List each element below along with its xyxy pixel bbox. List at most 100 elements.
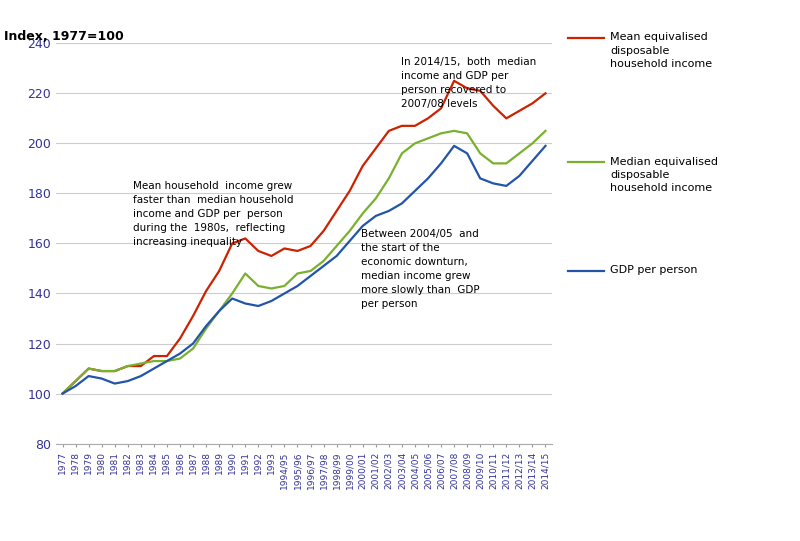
Mean equivalised
disposable
household income [97, 368, 106, 374]
GDP per person [306, 273, 315, 279]
GDP per person [450, 143, 459, 149]
Mean equivalised
disposable
household income [371, 145, 381, 151]
Mean equivalised
disposable
household income [384, 128, 394, 134]
GDP per person [266, 298, 276, 304]
Mean equivalised
disposable
household income [293, 248, 302, 254]
GDP per person [410, 188, 420, 194]
Mean equivalised
disposable
household income [123, 363, 133, 370]
Mean equivalised
disposable
household income [423, 115, 433, 122]
Median equivalised
disposable
household income [332, 243, 342, 249]
Text: Index, 1977=100: Index, 1977=100 [4, 30, 124, 43]
Median equivalised
disposable
household income [436, 130, 446, 136]
Median equivalised
disposable
household income [149, 358, 158, 364]
Mean equivalised
disposable
household income [227, 240, 237, 247]
GDP per person [162, 358, 172, 364]
GDP per person [110, 380, 119, 387]
Mean equivalised
disposable
household income [214, 268, 224, 274]
Median equivalised
disposable
household income [462, 130, 472, 136]
Mean equivalised
disposable
household income [58, 391, 67, 397]
GDP per person [397, 200, 406, 207]
GDP per person [436, 160, 446, 167]
Median equivalised
disposable
household income [175, 355, 185, 362]
GDP per person [332, 253, 342, 259]
Median equivalised
disposable
household income [397, 150, 406, 157]
Median equivalised
disposable
household income [423, 135, 433, 142]
Median equivalised
disposable
household income [384, 175, 394, 182]
Mean equivalised
disposable
household income [280, 245, 290, 252]
Median equivalised
disposable
household income [110, 368, 119, 374]
Mean equivalised
disposable
household income [358, 163, 367, 169]
Median equivalised
disposable
household income [293, 270, 302, 277]
Median equivalised
disposable
household income [123, 363, 133, 370]
Median equivalised
disposable
household income [358, 210, 367, 216]
Median equivalised
disposable
household income [214, 308, 224, 314]
Mean equivalised
disposable
household income [84, 365, 94, 372]
Median equivalised
disposable
household income [97, 368, 106, 374]
Median equivalised
disposable
household income [70, 378, 80, 384]
Mean equivalised
disposable
household income [266, 253, 276, 259]
GDP per person [149, 365, 158, 372]
Median equivalised
disposable
household income [410, 140, 420, 147]
Line: Mean equivalised
disposable
household income: Mean equivalised disposable household in… [62, 81, 546, 394]
Median equivalised
disposable
household income [489, 160, 498, 167]
GDP per person [97, 375, 106, 382]
GDP per person [475, 175, 485, 182]
Median equivalised
disposable
household income [254, 283, 263, 289]
GDP per person [84, 373, 94, 379]
Text: Mean equivalised
disposable
household income: Mean equivalised disposable household in… [610, 32, 713, 69]
Mean equivalised
disposable
household income [450, 77, 459, 84]
Median equivalised
disposable
household income [280, 283, 290, 289]
Mean equivalised
disposable
household income [110, 368, 119, 374]
GDP per person [58, 391, 67, 397]
Median equivalised
disposable
household income [188, 345, 198, 352]
GDP per person [175, 351, 185, 357]
GDP per person [227, 295, 237, 302]
Mean equivalised
disposable
household income [345, 188, 354, 194]
Text: Median equivalised
disposable
household income: Median equivalised disposable household … [610, 157, 718, 193]
Median equivalised
disposable
household income [502, 160, 511, 167]
Median equivalised
disposable
household income [241, 270, 250, 277]
GDP per person [423, 175, 433, 182]
Mean equivalised
disposable
household income [436, 105, 446, 111]
Mean equivalised
disposable
household income [318, 228, 328, 234]
Mean equivalised
disposable
household income [136, 363, 146, 370]
Median equivalised
disposable
household income [371, 195, 381, 202]
Median equivalised
disposable
household income [528, 140, 538, 147]
Mean equivalised
disposable
household income [70, 378, 80, 384]
GDP per person [70, 383, 80, 390]
Median equivalised
disposable
household income [541, 128, 550, 134]
GDP per person [214, 308, 224, 314]
Mean equivalised
disposable
household income [175, 335, 185, 342]
Mean equivalised
disposable
household income [162, 353, 172, 359]
Line: Median equivalised
disposable
household income: Median equivalised disposable household … [62, 131, 546, 394]
GDP per person [318, 263, 328, 269]
Median equivalised
disposable
household income [318, 258, 328, 264]
GDP per person [188, 340, 198, 347]
Median equivalised
disposable
household income [345, 228, 354, 234]
Text: Between 2004/05  and
the start of the
economic downturn,
median income grew
more: Between 2004/05 and the start of the eco… [361, 229, 480, 309]
GDP per person [136, 373, 146, 379]
Mean equivalised
disposable
household income [410, 123, 420, 129]
Mean equivalised
disposable
household income [528, 100, 538, 107]
Median equivalised
disposable
household income [227, 290, 237, 296]
GDP per person [371, 213, 381, 219]
Mean equivalised
disposable
household income [188, 313, 198, 319]
Median equivalised
disposable
household income [162, 358, 172, 364]
GDP per person [254, 303, 263, 309]
Mean equivalised
disposable
household income [254, 248, 263, 254]
GDP per person [241, 300, 250, 307]
GDP per person [384, 208, 394, 214]
Line: GDP per person: GDP per person [62, 146, 546, 394]
GDP per person [528, 157, 538, 164]
GDP per person [280, 290, 290, 296]
Median equivalised
disposable
household income [84, 365, 94, 372]
GDP per person [123, 378, 133, 384]
Mean equivalised
disposable
household income [241, 235, 250, 242]
Mean equivalised
disposable
household income [462, 85, 472, 91]
Median equivalised
disposable
household income [475, 150, 485, 157]
GDP per person [293, 283, 302, 289]
Text: GDP per person: GDP per person [610, 265, 698, 275]
Median equivalised
disposable
household income [202, 325, 211, 332]
GDP per person [541, 143, 550, 149]
Median equivalised
disposable
household income [58, 391, 67, 397]
